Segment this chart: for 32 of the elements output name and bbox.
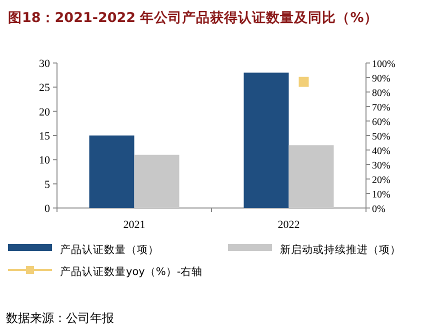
y2-tick-label: 80%: [372, 88, 390, 99]
y2-tick-label: 30%: [372, 160, 390, 172]
legend-item: 产品认证数量yoy（%）-右轴: [8, 266, 203, 278]
x-tick-label: 2022: [278, 219, 300, 231]
y-tick-label: 15: [39, 130, 50, 142]
bar: [134, 154, 180, 208]
y2-tick-label: 100%: [372, 59, 396, 70]
legend-label: 新启动或持续推进（项）: [280, 243, 401, 256]
x-tick-label: 2021: [123, 219, 146, 231]
y-tick-label: 25: [39, 82, 50, 94]
y-tick-label: 0: [44, 203, 50, 215]
legend-item: 产品认证数量（项）: [8, 244, 159, 256]
y-tick-label: 20: [39, 106, 50, 118]
y-tick-label: 10: [39, 154, 50, 167]
source-note: 数据来源：公司年报: [6, 311, 114, 325]
bar: [288, 145, 334, 208]
y2-tick-label: 20%: [372, 175, 390, 186]
y2-tick-label: 40%: [372, 146, 390, 157]
y2-tick-label: 0%: [372, 204, 386, 215]
y2-tick-label: 60%: [372, 117, 390, 128]
y2-tick-label: 50%: [372, 132, 390, 142]
y-tick-label: 30: [39, 58, 50, 70]
bar: [244, 72, 289, 208]
legend-item: 新启动或持续推进（项）: [228, 244, 401, 256]
legend-label: 产品认证数量（项）: [60, 243, 159, 256]
legend-label: 产品认证数量yoy（%）-右轴: [60, 265, 203, 278]
y2-tick-label: 70%: [372, 102, 390, 114]
chart-title: 图18：2021-2022 年公司产品获得认证数量及同比（%）: [8, 9, 378, 26]
y2-tick-label: 90%: [372, 74, 390, 84]
bar: [89, 136, 134, 208]
y2-tick-label: 10%: [372, 190, 390, 200]
y-tick-label: 5: [44, 178, 50, 191]
